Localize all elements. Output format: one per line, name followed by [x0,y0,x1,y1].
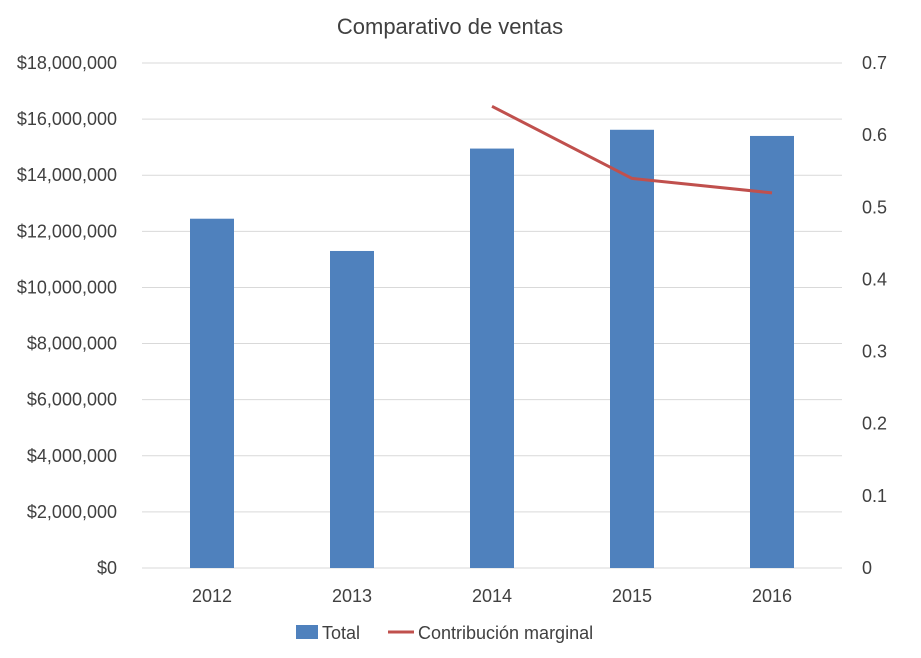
bar-total-2014 [470,148,514,568]
left-tick-label: $4,000,000 [27,446,117,466]
right-axis-ticks: 0 0.1 0.2 0.3 0.4 0.5 0.6 0.7 [862,53,887,578]
left-tick-label: $2,000,000 [27,502,117,522]
right-tick-label: 0.2 [862,414,887,434]
bar-total-2012 [190,218,234,569]
left-tick-label: $10,000,000 [17,277,117,297]
bars [190,129,794,569]
legend-swatch-total [296,625,318,639]
x-tick-label: 2012 [192,586,232,606]
x-tick-label: 2014 [472,586,512,606]
x-tick-label: 2013 [332,586,372,606]
right-tick-label: 0.7 [862,53,887,73]
bar-total-2016 [750,135,794,568]
left-tick-label: $0 [97,558,117,578]
chart-title: Comparativo de ventas [337,14,563,39]
line-contribucion-marginal [491,104,773,195]
right-tick-label: 0 [862,558,872,578]
left-tick-label: $14,000,000 [17,165,117,185]
legend-label-total: Total [322,623,360,643]
x-axis-ticks: 2012 2013 2014 2015 2016 [192,586,792,606]
legend-label-contribucion: Contribución marginal [418,623,593,643]
bar-total-2013 [330,250,374,568]
left-axis-ticks: $0 $2,000,000 $4,000,000 $6,000,000 $8,000,0… [17,53,117,578]
left-tick-label: $6,000,000 [27,390,117,410]
left-tick-label: $16,000,000 [17,109,117,129]
right-tick-label: 0.5 [862,197,887,217]
x-tick-label: 2016 [752,586,792,606]
bar-total-2015 [610,129,654,568]
right-tick-label: 0.6 [862,125,887,145]
right-tick-label: 0.4 [862,269,887,289]
x-tick-label: 2015 [612,586,652,606]
left-tick-label: $8,000,000 [27,334,117,354]
left-tick-label: $12,000,000 [17,221,117,241]
right-tick-label: 0.3 [862,342,887,362]
line-series [491,104,773,195]
right-tick-label: 0.1 [862,486,887,506]
legend: Total Contribución marginal [296,623,593,643]
left-tick-label: $18,000,000 [17,53,117,73]
